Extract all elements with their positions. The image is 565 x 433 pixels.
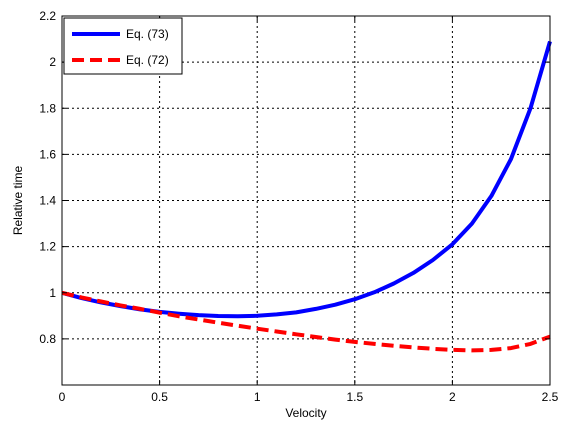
y-axis-title: Relative time (11, 165, 25, 235)
legend: Eq. (73) Eq. (72) (63, 17, 183, 75)
y-tick-label: 1 (49, 286, 56, 300)
y-tick-label: 1.6 (39, 147, 56, 161)
y-tick-labels: 0.8 1 1.2 1.4 1.6 1.8 2 2.2 (39, 9, 56, 346)
x-tick-label: 0 (59, 390, 66, 404)
legend-label-eq73: Eq. (73) (126, 27, 169, 41)
x-axis-title: Velocity (285, 406, 326, 420)
y-tick-label: 1.8 (39, 101, 56, 115)
legend-box (63, 17, 183, 75)
y-tick-label: 1.4 (39, 194, 56, 208)
y-tick-label: 2 (49, 55, 56, 69)
y-tick-label: 0.8 (39, 332, 56, 346)
y-tick-label: 1.2 (39, 240, 56, 254)
series-line-eq72 (61, 290, 551, 353)
legend-label-eq72: Eq. (72) (126, 53, 169, 67)
tick-marks (61, 15, 551, 385)
x-tick-label: 2.5 (542, 390, 559, 404)
x-tick-label: 1.5 (346, 390, 363, 404)
x-tick-labels: 0 0.5 1 1.5 2 2.5 (59, 390, 559, 404)
x-tick-label: 0.5 (151, 390, 168, 404)
x-tick-label: 2 (449, 390, 456, 404)
series-group (61, 40, 552, 353)
y-tick-label: 2.2 (39, 9, 56, 23)
x-tick-label: 1 (254, 390, 261, 404)
